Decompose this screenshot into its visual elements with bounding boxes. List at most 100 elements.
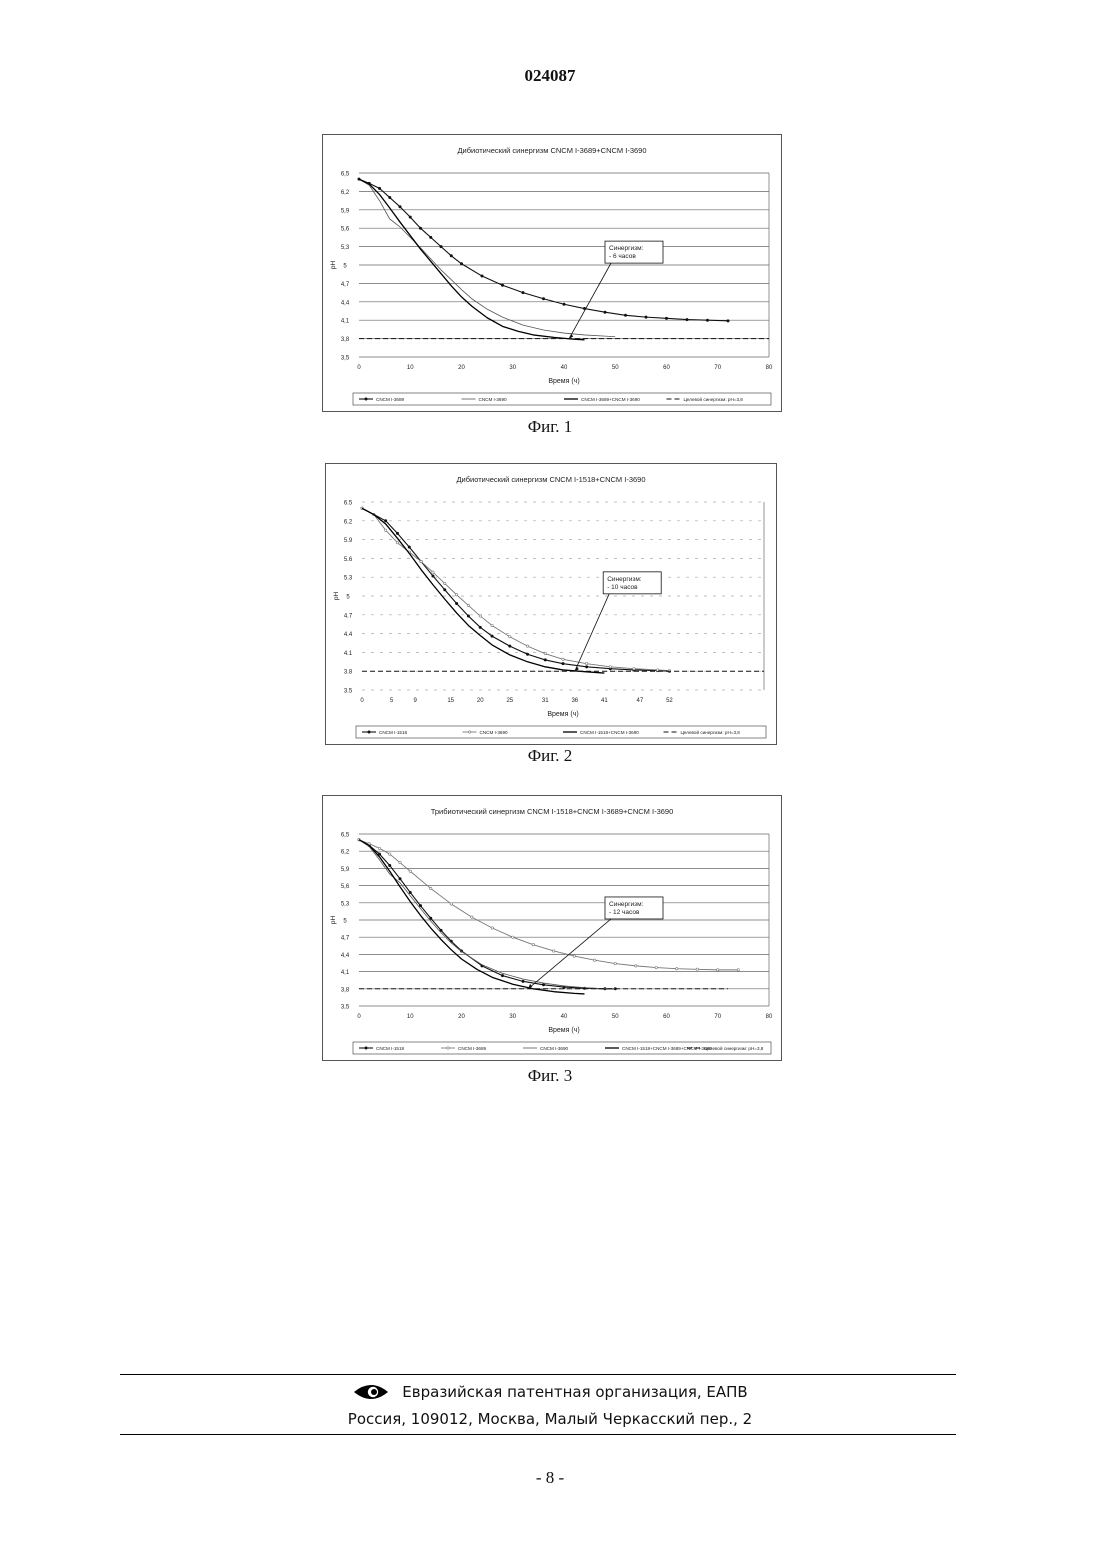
legend-marker <box>365 1047 367 1049</box>
y-tick-label: 6,5 <box>341 833 350 839</box>
x-tick-label: 31 <box>542 698 549 704</box>
y-tick-label: 4,1 <box>341 970 350 976</box>
annotation-arrow <box>528 919 611 989</box>
series-point <box>614 962 616 964</box>
x-axis-label: Время (ч) <box>548 1027 579 1034</box>
annotation-arrow <box>575 594 609 671</box>
figure-1-chart: Дибиотический синергизм CNCM I-3689+CNCM… <box>322 134 782 412</box>
legend-label: CNCM I-3690 <box>540 1046 569 1051</box>
annotation-text: - 12 часов <box>609 909 640 916</box>
legend-label: CNCM I-1518+CNCM I-3690 <box>580 730 639 735</box>
y-tick-label: 4,4 <box>341 953 350 959</box>
series-point <box>594 959 596 961</box>
figure-3-caption: Фиг. 3 <box>0 1066 1100 1086</box>
legend-label: CNCM I-3689 <box>376 397 405 402</box>
series-point <box>419 904 421 906</box>
y-tick-label: 4,1 <box>341 319 350 325</box>
y-axis-label: pH <box>330 916 337 925</box>
series-point <box>696 968 698 970</box>
series-line-3 <box>359 179 585 340</box>
series-point <box>512 936 514 938</box>
series-point <box>440 245 442 247</box>
y-tick-label: 3,5 <box>341 1005 350 1011</box>
chart-title: Дибиотический синергизм CNCM I-3689+CNCM… <box>457 146 646 155</box>
series-point <box>522 291 524 293</box>
series-point <box>544 652 546 654</box>
series-point <box>430 236 432 238</box>
series-point <box>455 594 457 596</box>
series-point <box>378 847 380 849</box>
series-point <box>655 966 657 968</box>
series-point <box>686 318 688 320</box>
series-point <box>479 615 481 617</box>
eapo-eye-logo-icon <box>352 1382 390 1402</box>
figure-2-chart: Дибиотический синергизм CNCM I-1518+CNCM… <box>325 463 777 745</box>
footer-bottom-rule <box>120 1434 956 1435</box>
x-tick-label: 15 <box>447 698 454 704</box>
series-point <box>420 560 422 562</box>
legend-label: Целевой синергизм: pH=3,8 <box>704 1045 764 1051</box>
x-tick-label: 10 <box>407 1014 414 1020</box>
y-tick-label: 3,8 <box>341 987 350 993</box>
series-point <box>562 658 564 660</box>
series-point <box>562 662 564 664</box>
y-tick-label: 5,3 <box>341 245 350 251</box>
y-tick-label: 5,3 <box>341 901 350 907</box>
x-tick-label: 80 <box>766 365 773 371</box>
series-point <box>491 927 493 929</box>
series-point <box>633 667 635 669</box>
series-point <box>455 602 457 604</box>
series-point <box>522 980 524 982</box>
y-tick-label: 3,5 <box>341 356 350 362</box>
y-tick-label: 5 <box>343 919 347 925</box>
series-point <box>717 969 719 971</box>
series-point <box>396 532 398 534</box>
series-point <box>409 870 411 872</box>
x-tick-label: 41 <box>601 698 608 704</box>
y-tick-label: 4.7 <box>344 613 353 619</box>
y-tick-label: 5.3 <box>344 576 353 582</box>
chart-title: Дибиотический синергизм CNCM I-1518+CNCM… <box>456 475 645 484</box>
series-point <box>645 316 647 318</box>
series-point <box>542 984 544 986</box>
footer-org-line: Евразийская патентная организация, ЕАПВ <box>0 1382 1100 1406</box>
figure-2-caption: Фиг. 2 <box>0 746 1100 766</box>
series-point <box>399 206 401 208</box>
footer-org-name: Евразийская патентная организация, ЕАПВ <box>402 1383 747 1401</box>
legend-label: CNCM I-3690 <box>479 397 508 402</box>
y-axis-label: pH <box>333 592 340 601</box>
footer-address: Россия, 109012, Москва, Малый Черкасский… <box>0 1410 1100 1428</box>
series-point <box>501 974 503 976</box>
series-point <box>450 903 452 905</box>
y-tick-label: 6,5 <box>341 172 350 178</box>
series-point <box>481 275 483 277</box>
series-point <box>491 635 493 637</box>
series-line-2 <box>359 179 615 337</box>
series-point <box>553 950 555 952</box>
series-point <box>378 187 380 189</box>
chart-svg: Дибиотический синергизм CNCM I-1518+CNCM… <box>326 464 776 744</box>
series-point <box>532 943 534 945</box>
x-tick-label: 80 <box>766 1014 773 1020</box>
y-tick-label: 4.1 <box>344 651 353 657</box>
footer-top-rule <box>120 1374 956 1375</box>
series-point <box>479 626 481 628</box>
series-point <box>444 589 446 591</box>
series-point <box>573 955 575 957</box>
x-tick-label: 60 <box>663 1014 670 1020</box>
series-point <box>635 965 637 967</box>
series-point <box>471 916 473 918</box>
series-line-3 <box>359 840 615 989</box>
annotation-text: Синергизм: <box>609 901 644 908</box>
series-point <box>665 317 667 319</box>
x-tick-label: 36 <box>571 698 578 704</box>
series-point <box>544 659 546 661</box>
series-point <box>460 263 462 265</box>
y-tick-label: 6.2 <box>344 519 353 525</box>
y-tick-label: 5 <box>343 264 347 270</box>
x-tick-label: 40 <box>561 1014 568 1020</box>
figure-3-chart: Трибиотический синергизм CNCM I-1518+CNC… <box>322 795 782 1061</box>
annotation-arrow <box>569 263 611 338</box>
y-tick-label: 5,9 <box>341 208 350 214</box>
series-point <box>526 653 528 655</box>
